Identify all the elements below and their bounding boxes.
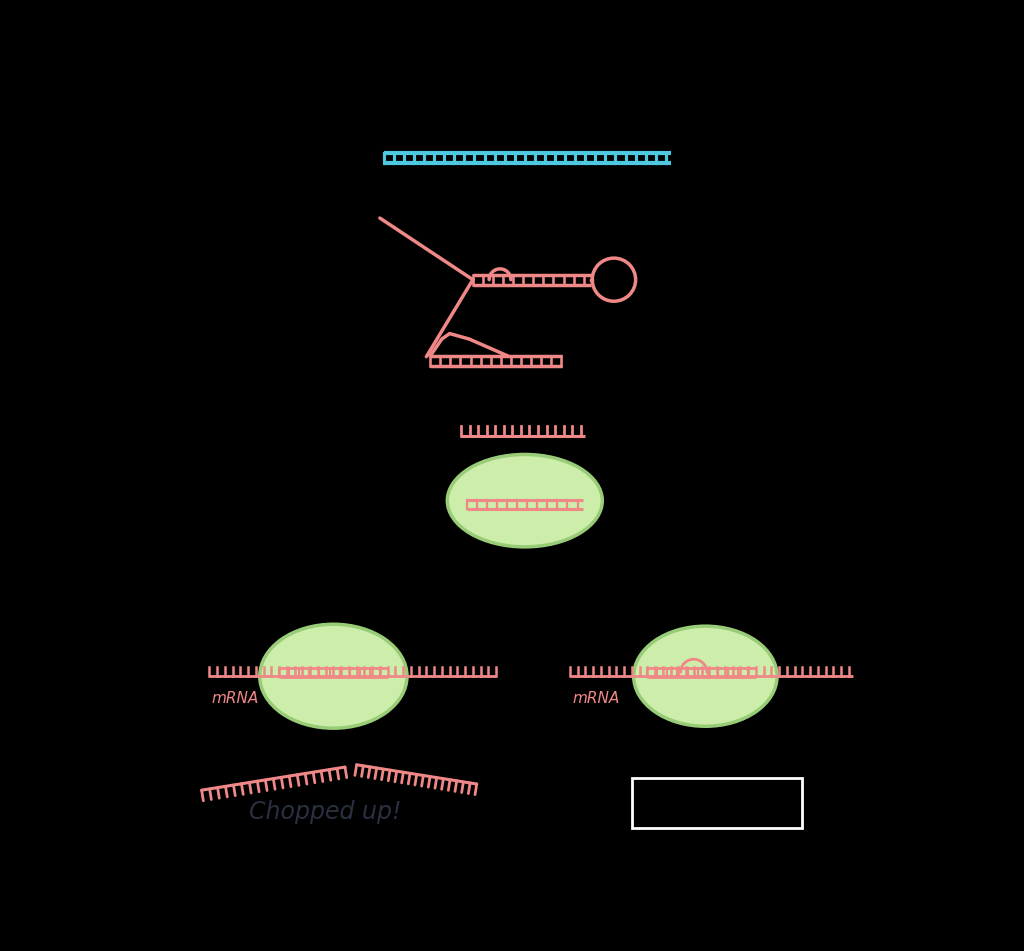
Ellipse shape bbox=[260, 624, 407, 728]
Text: mRNA: mRNA bbox=[572, 691, 620, 707]
Ellipse shape bbox=[447, 455, 602, 547]
Bar bbox=[632, 778, 802, 828]
Text: Chopped up!: Chopped up! bbox=[250, 800, 401, 824]
Text: mRNA: mRNA bbox=[212, 691, 259, 707]
Ellipse shape bbox=[634, 626, 777, 727]
